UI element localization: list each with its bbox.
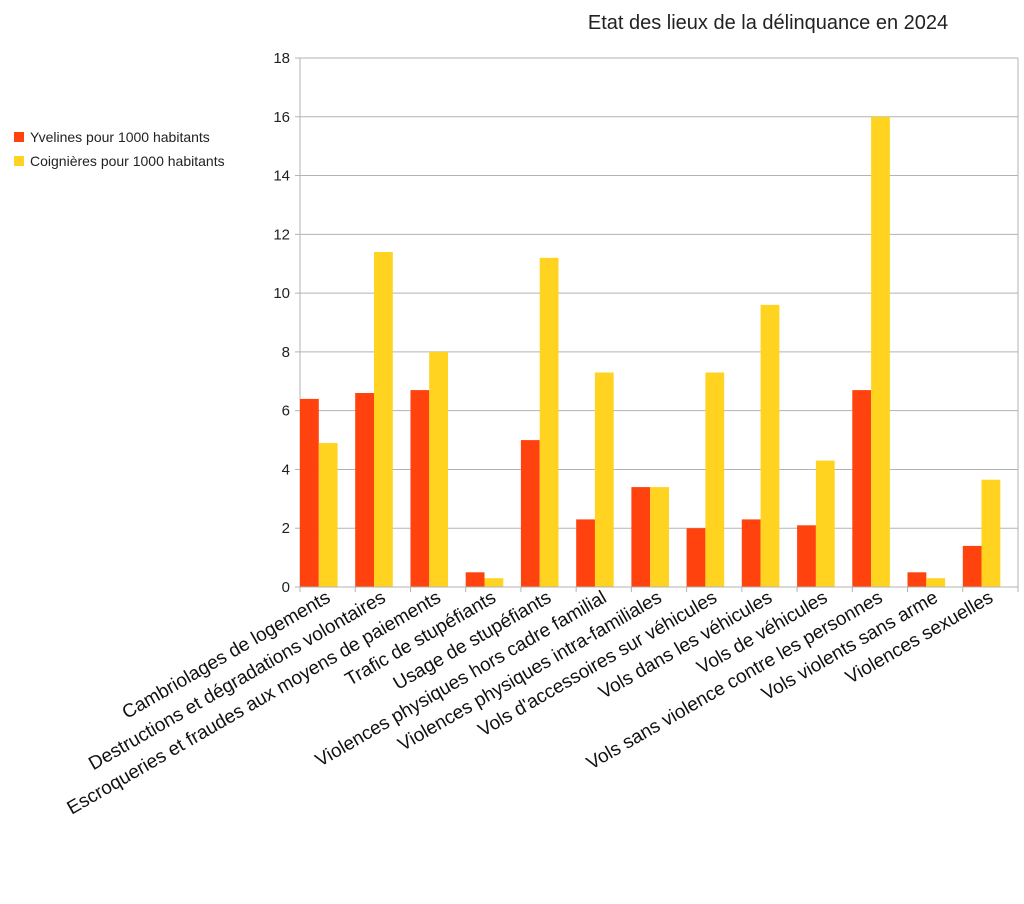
bar-coignieres [815, 460, 835, 587]
bar-coignieres [429, 351, 448, 587]
bar-coignieres [981, 479, 1001, 587]
bar-yvelines [797, 525, 816, 587]
bar-yvelines [686, 528, 706, 587]
bar-coignieres [374, 252, 393, 587]
bar-coignieres [871, 116, 890, 588]
bar-yvelines [852, 390, 872, 587]
bar-coignieres [594, 372, 614, 587]
y-tick-label: 8 [282, 344, 290, 361]
y-tick-label: 14 [273, 168, 290, 185]
y-tick-label: 2 [282, 520, 290, 537]
y-tick-label: 10 [273, 285, 290, 302]
y-tick-label: 0 [282, 579, 290, 596]
legend: Yvelines pour 1000 habitants Coignières … [14, 129, 225, 169]
bar-coignieres [539, 257, 559, 587]
bar-yvelines [631, 487, 651, 587]
legend-swatch-yvelines [14, 132, 24, 142]
bar-coignieres [760, 304, 780, 587]
chart-title: Etat des lieux de la délinquance en 2024 [588, 12, 948, 34]
y-tick-label: 16 [273, 109, 290, 126]
legend-label-yvelines: Yvelines pour 1000 habitants [30, 129, 210, 145]
y-tick-label: 6 [282, 403, 290, 420]
y-tick-label: 12 [273, 226, 290, 243]
legend-label-coignieres: Coignières pour 1000 habitants [30, 153, 225, 169]
bar-yvelines [907, 572, 927, 587]
y-axis: 0 2 4 6 8 10 12 14 16 18 [273, 50, 1019, 596]
y-tick-label: 4 [282, 461, 290, 478]
bar-yvelines [300, 398, 319, 587]
bar-yvelines [576, 519, 595, 587]
bar-coignieres [926, 578, 946, 587]
bar-coignieres [705, 372, 725, 587]
bar-coignieres [318, 443, 338, 587]
bar-yvelines [741, 519, 761, 587]
y-tick-label: 18 [273, 50, 290, 67]
bars [300, 116, 1001, 588]
bar-coignieres [484, 578, 504, 587]
bar-coignieres [650, 487, 669, 587]
bar-yvelines [355, 393, 374, 587]
bar-yvelines [962, 545, 982, 587]
bar-yvelines [465, 572, 485, 587]
bar-yvelines [520, 440, 540, 587]
bar-yvelines [410, 390, 430, 587]
legend-swatch-coignieres [14, 156, 24, 166]
